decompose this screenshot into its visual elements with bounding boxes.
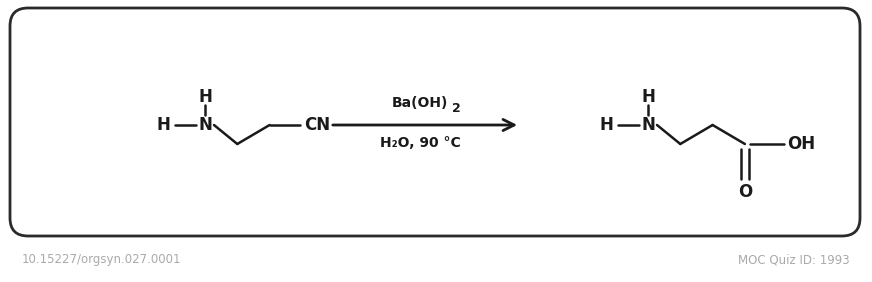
Text: Ba(OH): Ba(OH) bbox=[392, 96, 448, 110]
Text: 2: 2 bbox=[452, 102, 460, 114]
Text: N: N bbox=[641, 116, 655, 134]
Text: H: H bbox=[599, 116, 613, 134]
Text: N: N bbox=[198, 116, 212, 134]
Text: H: H bbox=[156, 116, 170, 134]
Text: 10.15227/orgsyn.027.0001: 10.15227/orgsyn.027.0001 bbox=[22, 254, 181, 266]
Text: OH: OH bbox=[787, 135, 815, 153]
Text: H₂O, 90 °C: H₂O, 90 °C bbox=[379, 136, 460, 150]
Text: CN: CN bbox=[304, 116, 330, 134]
Text: O: O bbox=[738, 183, 752, 201]
Text: H: H bbox=[641, 88, 655, 106]
Text: MOC Quiz ID: 1993: MOC Quiz ID: 1993 bbox=[739, 254, 850, 266]
Text: H: H bbox=[198, 88, 212, 106]
